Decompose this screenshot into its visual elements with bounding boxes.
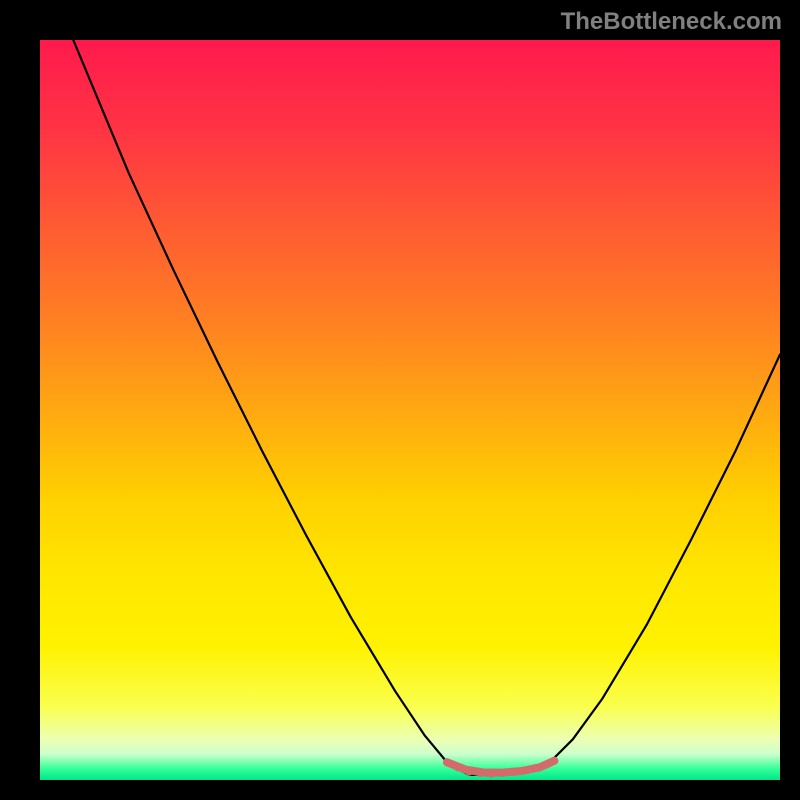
curve-layer [40,40,780,780]
watermark-text: TheBottleneck.com [561,8,782,36]
overlay-dot [487,770,495,778]
overlay-dot [543,760,551,768]
overlay-dot [550,757,558,765]
bottom-overlay-group [443,757,558,778]
main-curve [73,40,780,775]
overlay-dot [443,758,451,766]
overlay-dot [499,769,507,777]
chart-container: TheBottleneck.com [0,0,800,800]
plot-area [40,40,780,780]
overlay-dot [532,764,540,772]
overlay-dot [476,769,484,777]
overlay-dot [454,763,462,771]
overlay-dot [465,767,473,775]
overlay-dot [521,766,529,774]
overlay-dot [510,768,518,776]
